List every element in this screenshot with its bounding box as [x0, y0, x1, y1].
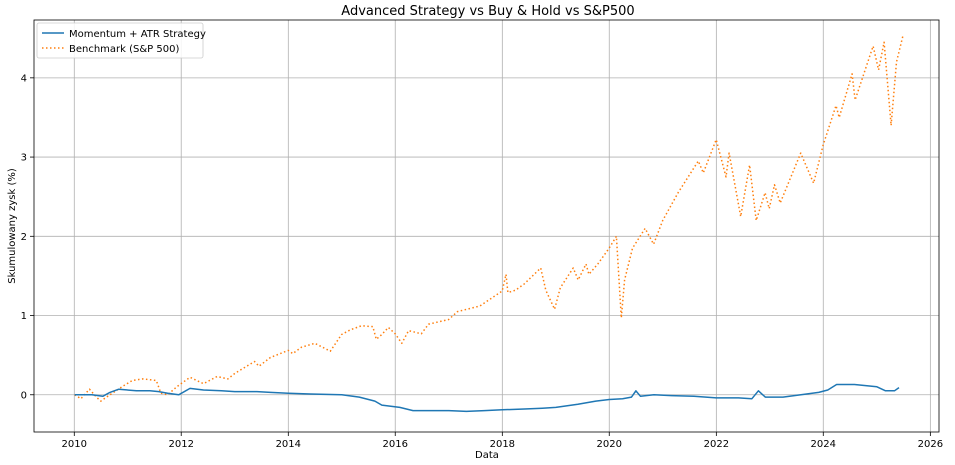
y-ticks: 0 1 2 3 4 [21, 73, 34, 401]
legend-label-benchmark: Benchmark (S&P 500) [69, 44, 179, 55]
x-tick-label: 2020 [597, 439, 622, 450]
y-tick-label: 3 [21, 153, 27, 164]
x-tick-label: 2016 [383, 439, 408, 450]
plot-frame [33, 19, 940, 433]
x-tick-label: 2014 [276, 439, 301, 450]
y-axis-label: Skumulowany zysk (%) [7, 168, 18, 284]
x-tick-label: 2010 [62, 439, 87, 450]
y-tick-label: 4 [21, 73, 27, 84]
legend-label-strategy: Momentum + ATR Strategy [69, 29, 206, 40]
series-line-strategy [74, 383, 900, 413]
chart-title: Advanced Strategy vs Buy & Hold vs S&P50… [341, 4, 634, 19]
y-tick-label: 0 [21, 390, 27, 401]
y-tick-label: 1 [21, 311, 27, 322]
legend: Momentum + ATR Strategy Benchmark (S&P 5… [36, 22, 206, 59]
x-axis-label: Data [475, 450, 499, 461]
x-ticks: 2010 2012 2014 2016 2018 2020 2022 2024 2026 [62, 432, 943, 450]
x-tick-label: 2022 [704, 439, 729, 450]
series-line-benchmark [74, 34, 905, 402]
y-tick-label: 2 [21, 232, 27, 243]
grid [34, 20, 939, 432]
x-tick-label: 2018 [490, 439, 515, 450]
x-tick-label: 2012 [168, 439, 193, 450]
legend-box [36, 22, 204, 59]
series-layer [74, 34, 905, 413]
x-tick-label: 2024 [811, 439, 836, 450]
x-tick-label: 2026 [918, 439, 943, 450]
